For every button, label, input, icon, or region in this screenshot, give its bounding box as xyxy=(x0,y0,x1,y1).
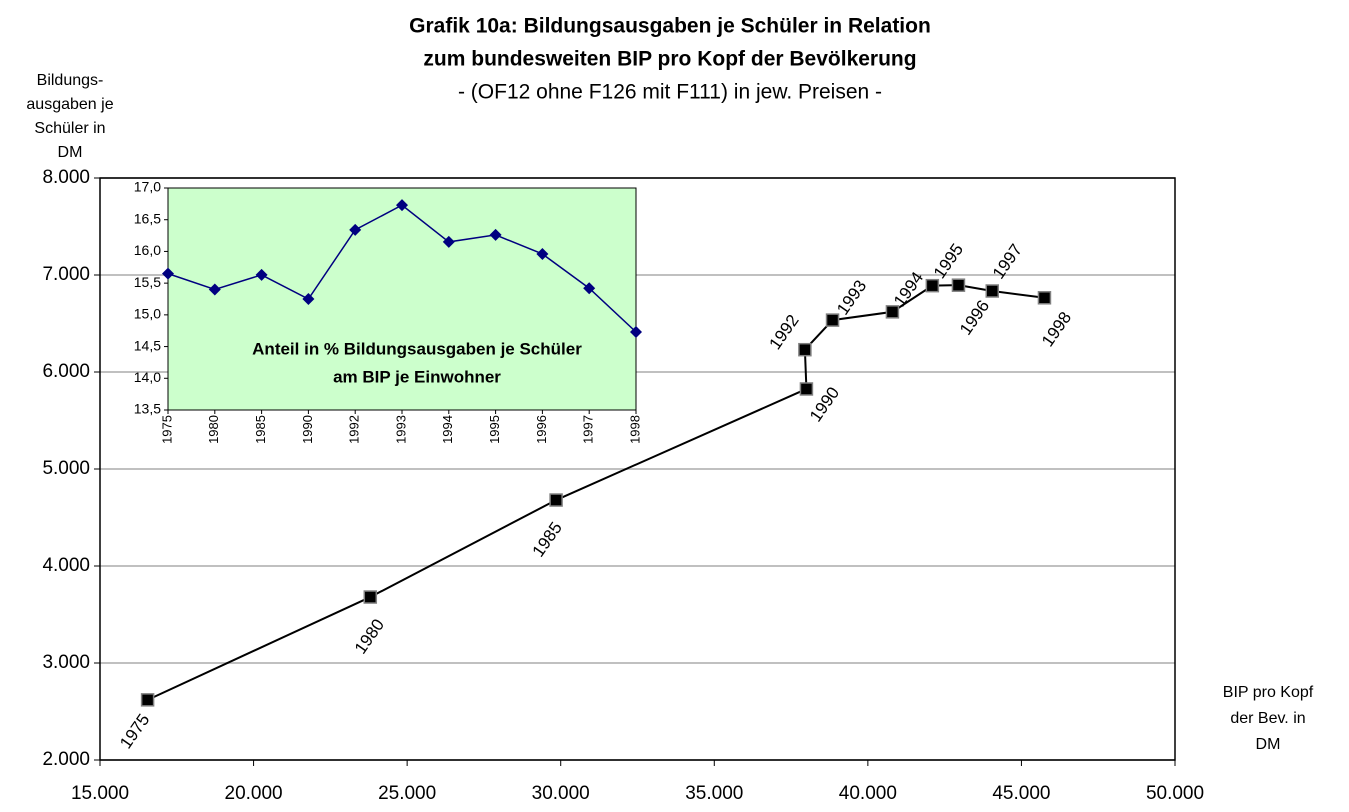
marker xyxy=(630,325,642,338)
y-tick-label: 4.000 xyxy=(42,555,90,576)
y-tick-label: 7.000 xyxy=(42,264,90,285)
y-tick-label: 2.000 xyxy=(42,749,90,770)
x-axis-label: BIP pro Kopf xyxy=(1223,684,1314,701)
x-tick-label: 1990 xyxy=(300,415,315,444)
x-tick-label: 15.000 xyxy=(71,783,129,804)
marker xyxy=(885,305,900,319)
marker xyxy=(1037,291,1052,305)
marker xyxy=(489,228,502,241)
y-axis-label: ausgaben je xyxy=(26,96,113,113)
y-tick-label: 13,5 xyxy=(134,401,161,417)
marker xyxy=(349,223,362,236)
x-tick-label: 30.000 xyxy=(532,783,590,804)
x-tick-label: 20.000 xyxy=(225,783,283,804)
point-label: 1996 xyxy=(956,297,993,339)
marker xyxy=(208,283,221,296)
marker xyxy=(442,235,455,248)
y-axis-label: DM xyxy=(58,144,83,161)
x-tick-label: 50.000 xyxy=(1146,783,1204,804)
marker xyxy=(549,493,563,507)
marker xyxy=(363,590,378,604)
x-tick-label: 35.000 xyxy=(685,783,743,804)
x-tick-label: 1975 xyxy=(159,415,174,444)
point-label: 1985 xyxy=(529,519,566,561)
x-axis-label: der Bev. in xyxy=(1230,710,1305,727)
y-tick-label: 3.000 xyxy=(42,652,90,673)
y-tick-label: 16,5 xyxy=(134,210,161,226)
point-label: 1980 xyxy=(351,616,388,658)
x-tick-label: 25.000 xyxy=(378,783,436,804)
chart-subtitle: - (OF12 ohne F126 mit F111) in jew. Prei… xyxy=(458,81,882,104)
y-tick-label: 14,5 xyxy=(134,337,161,353)
marker xyxy=(985,284,999,298)
marker xyxy=(536,247,549,260)
y-tick-label: 14,0 xyxy=(134,369,161,385)
x-tick-label: 1980 xyxy=(206,415,221,444)
x-axis-label: DM xyxy=(1256,736,1281,753)
x-tick-label: 1997 xyxy=(581,415,596,444)
marker xyxy=(302,293,315,305)
marker xyxy=(825,313,840,327)
y-tick-label: 6.000 xyxy=(42,361,90,382)
point-label: 1992 xyxy=(765,311,802,353)
point-label: 1997 xyxy=(989,240,1026,282)
marker xyxy=(925,278,940,293)
inset-background xyxy=(167,187,637,411)
x-tick-label: 45.000 xyxy=(992,783,1050,804)
x-tick-label: 1994 xyxy=(440,415,455,444)
x-tick-label: 1995 xyxy=(487,415,502,444)
x-tick-label: 1998 xyxy=(627,415,642,444)
marker xyxy=(951,278,966,292)
annotation: Anteil in % Bildungsausgaben je Schüler xyxy=(252,339,582,358)
marker xyxy=(140,693,155,707)
point-label: 1975 xyxy=(116,710,153,752)
marker xyxy=(583,282,596,295)
y-tick-label: 8.000 xyxy=(42,167,90,188)
marker xyxy=(255,268,268,281)
marker xyxy=(798,342,812,357)
y-tick-label: 5.000 xyxy=(42,458,90,479)
x-tick-label: 1992 xyxy=(347,415,362,444)
x-tick-label: 40.000 xyxy=(839,783,897,804)
point-label: 1998 xyxy=(1038,308,1075,350)
plot-frame xyxy=(99,177,1176,761)
chart-title: Grafik 10a: Bildungsausgaben je Schüler … xyxy=(409,15,931,38)
x-tick-label: 1985 xyxy=(253,415,268,444)
marker xyxy=(162,267,174,280)
x-tick-label: 1993 xyxy=(393,415,408,444)
y-tick-label: 15,0 xyxy=(134,306,161,322)
x-tick-label: 1996 xyxy=(534,415,549,444)
y-tick-label: 15,5 xyxy=(134,274,161,290)
y-axis-label: Schüler in xyxy=(34,120,105,137)
y-axis-label: Bildungs- xyxy=(37,72,104,89)
marker xyxy=(799,382,814,396)
y-tick-label: 16,0 xyxy=(134,242,161,258)
chart-title: zum bundesweiten BIP pro Kopf der Bevölk… xyxy=(423,48,916,71)
marker xyxy=(396,199,408,212)
annotation: am BIP je Einwohner xyxy=(333,367,501,386)
point-label: 1993 xyxy=(833,277,870,319)
y-tick-label: 17,0 xyxy=(134,179,161,195)
